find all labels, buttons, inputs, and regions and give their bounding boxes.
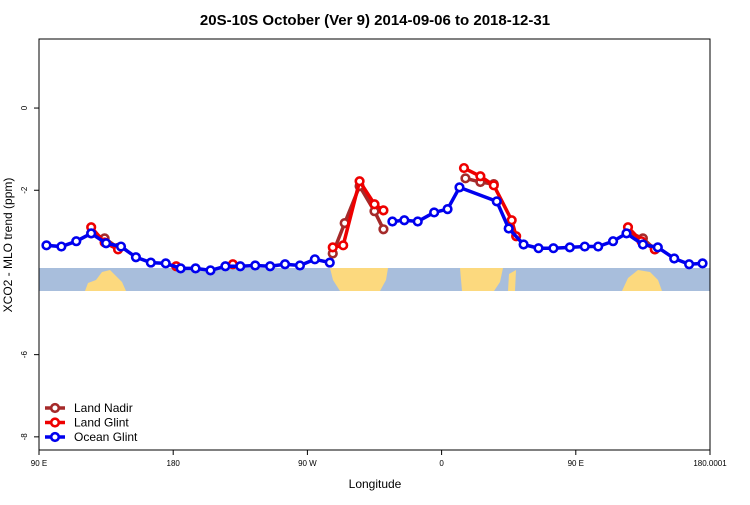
x-tick-label: 90 E (568, 459, 584, 468)
point (607, 236, 619, 247)
land-patch (622, 270, 662, 291)
point (378, 205, 389, 216)
point (564, 242, 575, 253)
legend-label: Ocean Glint (74, 430, 138, 444)
point (518, 239, 529, 250)
surface-band (39, 268, 710, 291)
point (369, 199, 380, 210)
point (669, 253, 680, 264)
point (100, 238, 112, 249)
point (41, 240, 52, 251)
point (652, 242, 663, 253)
point (56, 241, 67, 252)
land-patch (85, 270, 126, 291)
point (506, 215, 517, 226)
point (160, 258, 171, 269)
point (265, 261, 276, 272)
point (399, 215, 410, 226)
y-tick-label: -6 (20, 351, 29, 359)
point (175, 263, 186, 274)
point (190, 263, 201, 274)
point (86, 228, 97, 239)
point (354, 176, 365, 187)
point (637, 239, 649, 250)
x-axis-label: Longitude (349, 477, 402, 491)
point (130, 252, 142, 263)
point (454, 182, 465, 193)
point (697, 258, 708, 269)
point (235, 261, 246, 272)
point (579, 241, 590, 252)
point (220, 261, 231, 272)
y-axis-label: XCO2 - MLO trend (ppm) (1, 178, 15, 313)
land-patch (508, 270, 516, 291)
legend-label: Land Glint (74, 416, 129, 430)
point (593, 241, 604, 252)
point (324, 257, 335, 268)
point (250, 260, 261, 271)
point (115, 241, 127, 252)
point (488, 180, 499, 191)
point (279, 259, 291, 270)
point (338, 240, 349, 251)
land-patch (330, 268, 388, 291)
point (378, 224, 389, 235)
y-tick-label: -8 (20, 433, 29, 441)
point (145, 257, 156, 268)
point (621, 228, 632, 239)
point (309, 254, 320, 265)
point (205, 265, 216, 276)
legend-marker (49, 402, 61, 414)
point (442, 204, 453, 215)
x-tick-label: 0 (439, 459, 444, 468)
point (71, 236, 82, 247)
point (491, 196, 502, 207)
point (684, 259, 695, 270)
point (387, 216, 398, 227)
legend-label: Land Nadir (74, 401, 133, 415)
point (458, 162, 470, 174)
point (429, 207, 440, 218)
legend-marker (49, 417, 61, 428)
chart-title: 20S-10S October (Ver 9) 2014-09-06 to 20… (200, 12, 550, 29)
point (327, 242, 338, 253)
x-tick-label: 90 W (298, 459, 317, 468)
y-tick-label: 0 (20, 105, 29, 110)
point (533, 243, 544, 254)
point (460, 173, 471, 184)
point (475, 171, 486, 182)
point (548, 243, 559, 254)
point (412, 216, 423, 227)
legend-marker (49, 431, 61, 443)
x-tick-label: 180.0001 (693, 459, 727, 468)
point (503, 223, 514, 234)
x-tick-label: 180 (167, 459, 181, 468)
land-patch (460, 268, 503, 291)
point (294, 260, 306, 271)
y-tick-label: -2 (20, 186, 29, 194)
x-tick-label: 90 E (31, 459, 47, 468)
plot-frame (38, 38, 711, 451)
